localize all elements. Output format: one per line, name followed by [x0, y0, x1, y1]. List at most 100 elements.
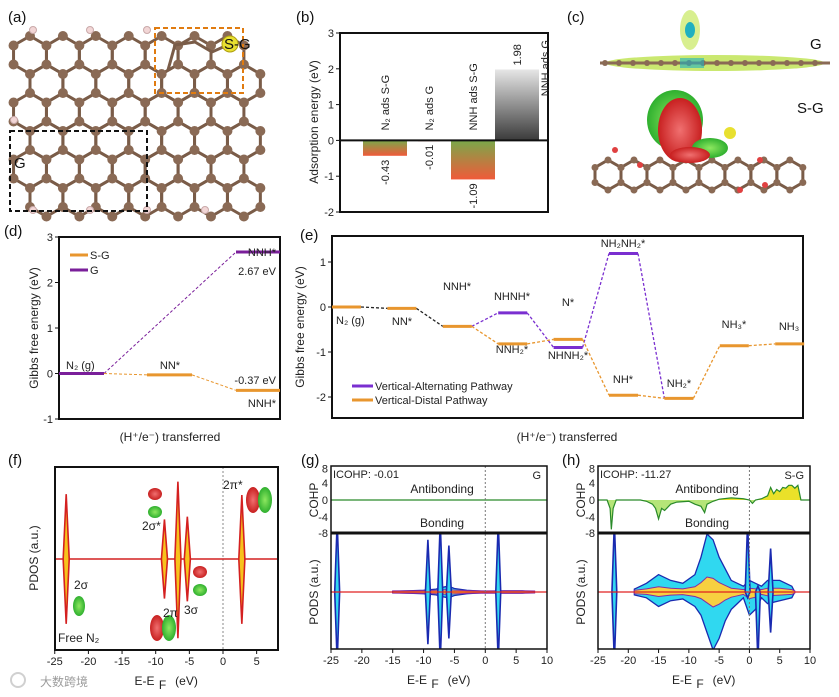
y-axis-label: Adsorption energy (eV) — [307, 60, 321, 183]
carbon-atom — [643, 179, 651, 186]
system-tag: G — [532, 470, 541, 482]
orbital-annotation: 3σ — [184, 603, 199, 617]
level-label: NHNH* — [494, 291, 531, 303]
x-axis-label-unit: (eV) — [175, 674, 198, 688]
carbon-atom — [222, 126, 233, 136]
x-tick-label: 10 — [541, 655, 553, 667]
carbon-atom — [255, 88, 266, 98]
pathway-connector — [471, 325, 499, 345]
bar-value-label: -0.43 — [380, 160, 392, 185]
x-tick-label: -20 — [80, 656, 96, 668]
bar — [363, 140, 407, 156]
antibonding-label: Antibonding — [675, 482, 738, 496]
carbon-atom — [630, 60, 636, 66]
carbon-atom — [616, 60, 622, 66]
x-tick-label: 0 — [746, 655, 752, 667]
carbon-atom — [140, 40, 151, 51]
hydrogen-atom — [29, 26, 37, 34]
carbon-atom — [8, 59, 19, 70]
carbon-atom — [57, 31, 68, 41]
bar — [451, 140, 495, 180]
lobe — [258, 487, 272, 513]
x-axis-label-subscript: F — [431, 677, 438, 691]
y-tick-label: -4 — [585, 512, 595, 524]
density-lobe — [737, 187, 743, 193]
y-tick-label: 0 — [47, 369, 53, 381]
x-tick-label: -5 — [450, 655, 460, 667]
pdos-curves — [598, 533, 810, 649]
carbon-atom — [25, 183, 35, 193]
plot-frame — [54, 466, 279, 651]
plot-frame — [331, 235, 804, 419]
carbon-atom — [669, 164, 677, 171]
carbon-atom — [604, 186, 612, 194]
panel-label: (c) — [567, 9, 585, 26]
carbon-ring — [723, 158, 753, 192]
x-tick-label: 0 — [220, 656, 226, 668]
level-label: NH₂* — [667, 378, 692, 390]
y-tick-label: -2 — [316, 392, 326, 404]
carbon-atoms — [8, 31, 266, 222]
carbon-atom — [784, 60, 790, 66]
sg-highlight-box — [154, 27, 244, 94]
density-lobe — [757, 157, 763, 163]
carbon-atom — [74, 173, 85, 184]
carbon-atom — [222, 183, 233, 193]
carbon-atom — [123, 145, 134, 155]
bar-category-label: N₂ ads G — [424, 86, 436, 131]
density-lobe — [670, 147, 710, 163]
carbon-ring — [619, 158, 649, 192]
carbon-atom — [156, 202, 167, 212]
pdos-peak — [174, 481, 182, 639]
hydrogen-atom — [201, 206, 209, 214]
carbon-atom — [189, 145, 200, 155]
pathway-connector — [637, 394, 665, 399]
carbon-atom — [173, 59, 184, 70]
sulfur-atom — [221, 35, 239, 53]
carbon-atom — [25, 145, 35, 155]
x-axis-label-unit: (eV) — [448, 673, 471, 687]
carbon-atom — [222, 145, 233, 155]
orbital-icon — [150, 615, 176, 641]
panel-label: (g) — [301, 452, 319, 469]
carbon-atom — [630, 186, 638, 194]
y-tick-label: 4 — [322, 478, 328, 490]
carbon-atom — [773, 179, 781, 186]
carbon-atom — [798, 60, 804, 66]
carbon-atom — [140, 211, 151, 222]
carbon-atom — [695, 164, 703, 171]
bar-value-label: -1.09 — [468, 183, 480, 208]
carbon-atom — [90, 88, 101, 98]
system-tag: S-G — [784, 470, 804, 482]
carbon-atom — [107, 154, 118, 165]
carbon-atom — [604, 156, 612, 164]
cohp-axis-label: COHP — [307, 483, 321, 518]
y-tick-label: 0 — [322, 495, 328, 507]
pdos-axis-label: PODS (a.u.) — [307, 559, 321, 624]
carbon-atom — [644, 60, 650, 66]
carbon-atom — [812, 60, 818, 66]
cohp-curve — [598, 484, 810, 530]
level-label: NN* — [392, 316, 413, 328]
legend-label: Vertical-Distal Pathway — [375, 395, 488, 407]
x-tick-label: -15 — [651, 655, 667, 667]
carbon-atom — [74, 97, 85, 108]
y-tick-label: -1 — [43, 414, 53, 426]
chart-b: 3 2 1 0 -1 -2 Adsorption energy (eV) -0.43 N₂ ad… — [307, 28, 552, 219]
carbon-atom — [591, 164, 599, 171]
x-axis-label: (H⁺/e⁻) transferred — [120, 430, 221, 444]
carbon-atom — [799, 164, 807, 171]
panel-label: (d) — [4, 223, 22, 240]
carbon-atom — [123, 69, 134, 79]
carbon-atom — [140, 154, 151, 165]
x-tick-label: -10 — [148, 656, 164, 668]
bar-value-label: 1.98 — [512, 44, 524, 65]
pathway-connector — [581, 253, 610, 348]
cohp-antibonding-fill — [598, 485, 810, 500]
legend-label: G — [90, 265, 99, 277]
carbon-atom — [672, 60, 678, 66]
carbon-atom — [669, 179, 677, 186]
carbon-atom — [57, 88, 68, 98]
chart-f: -25 -20 -15 -10 -5 0 5 E-E F (eV) PDOS (a.u.) 2σ 2σ*… — [27, 466, 279, 692]
